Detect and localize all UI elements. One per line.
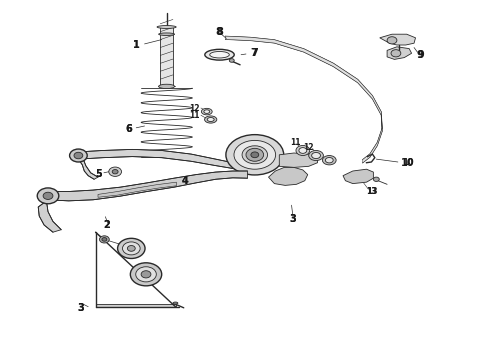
- Circle shape: [251, 152, 259, 158]
- Ellipse shape: [296, 145, 310, 156]
- Text: 8: 8: [216, 27, 223, 37]
- Circle shape: [387, 37, 397, 44]
- Circle shape: [43, 192, 53, 199]
- Circle shape: [109, 167, 122, 176]
- Text: 1: 1: [133, 40, 140, 50]
- Polygon shape: [96, 304, 176, 307]
- Polygon shape: [225, 36, 382, 163]
- Ellipse shape: [205, 49, 234, 60]
- Circle shape: [127, 246, 135, 251]
- Ellipse shape: [210, 51, 229, 58]
- Circle shape: [112, 170, 118, 174]
- Polygon shape: [38, 192, 61, 232]
- Circle shape: [141, 271, 151, 278]
- Text: 10: 10: [401, 158, 415, 168]
- Text: 10: 10: [402, 158, 414, 167]
- Polygon shape: [160, 27, 173, 86]
- Text: 2: 2: [103, 220, 110, 230]
- Polygon shape: [269, 167, 308, 185]
- Polygon shape: [279, 153, 318, 167]
- Polygon shape: [343, 169, 373, 184]
- Ellipse shape: [159, 84, 174, 89]
- Text: 7: 7: [250, 48, 257, 58]
- Text: 9: 9: [416, 50, 423, 60]
- Circle shape: [130, 263, 162, 286]
- Polygon shape: [78, 149, 243, 170]
- Ellipse shape: [207, 117, 214, 122]
- Text: 11: 11: [290, 138, 301, 147]
- Ellipse shape: [173, 302, 178, 304]
- Text: 4: 4: [181, 176, 188, 186]
- Ellipse shape: [299, 148, 307, 153]
- Polygon shape: [98, 182, 176, 197]
- Circle shape: [102, 238, 107, 241]
- Polygon shape: [48, 171, 247, 201]
- Text: 4: 4: [181, 176, 188, 186]
- Text: 3: 3: [290, 214, 296, 224]
- Ellipse shape: [159, 33, 174, 36]
- Circle shape: [136, 267, 156, 282]
- Text: 5: 5: [95, 168, 102, 179]
- Circle shape: [74, 152, 83, 159]
- Ellipse shape: [201, 108, 212, 115]
- Ellipse shape: [309, 150, 323, 161]
- Ellipse shape: [242, 146, 268, 164]
- Ellipse shape: [312, 153, 320, 158]
- Circle shape: [391, 50, 401, 57]
- Circle shape: [99, 236, 109, 243]
- Text: 5: 5: [95, 168, 102, 179]
- Text: 12: 12: [303, 143, 314, 152]
- Text: 1: 1: [133, 40, 140, 50]
- Text: 13: 13: [366, 187, 377, 196]
- Ellipse shape: [322, 156, 336, 165]
- Text: 12: 12: [190, 104, 200, 112]
- Text: 6: 6: [125, 124, 132, 134]
- Ellipse shape: [205, 116, 217, 123]
- Polygon shape: [380, 34, 416, 45]
- Polygon shape: [387, 47, 412, 59]
- Circle shape: [70, 149, 87, 162]
- Text: 6: 6: [125, 124, 132, 134]
- Circle shape: [118, 238, 145, 258]
- Circle shape: [373, 177, 379, 181]
- Ellipse shape: [226, 135, 284, 175]
- Circle shape: [122, 242, 140, 255]
- Text: 8: 8: [215, 27, 222, 37]
- Text: 7: 7: [251, 48, 258, 58]
- Text: 9: 9: [417, 50, 424, 60]
- Circle shape: [229, 59, 234, 62]
- Ellipse shape: [157, 26, 176, 28]
- Ellipse shape: [325, 158, 333, 163]
- Text: 3: 3: [77, 303, 84, 313]
- Text: 11: 11: [190, 111, 200, 120]
- Ellipse shape: [234, 140, 275, 169]
- Text: 13: 13: [366, 187, 377, 196]
- Circle shape: [246, 148, 264, 161]
- Ellipse shape: [204, 110, 210, 113]
- Text: 3: 3: [77, 303, 84, 313]
- Text: 2: 2: [103, 220, 110, 230]
- Text: 3: 3: [290, 214, 296, 224]
- Circle shape: [37, 188, 59, 204]
- Polygon shape: [78, 152, 98, 179]
